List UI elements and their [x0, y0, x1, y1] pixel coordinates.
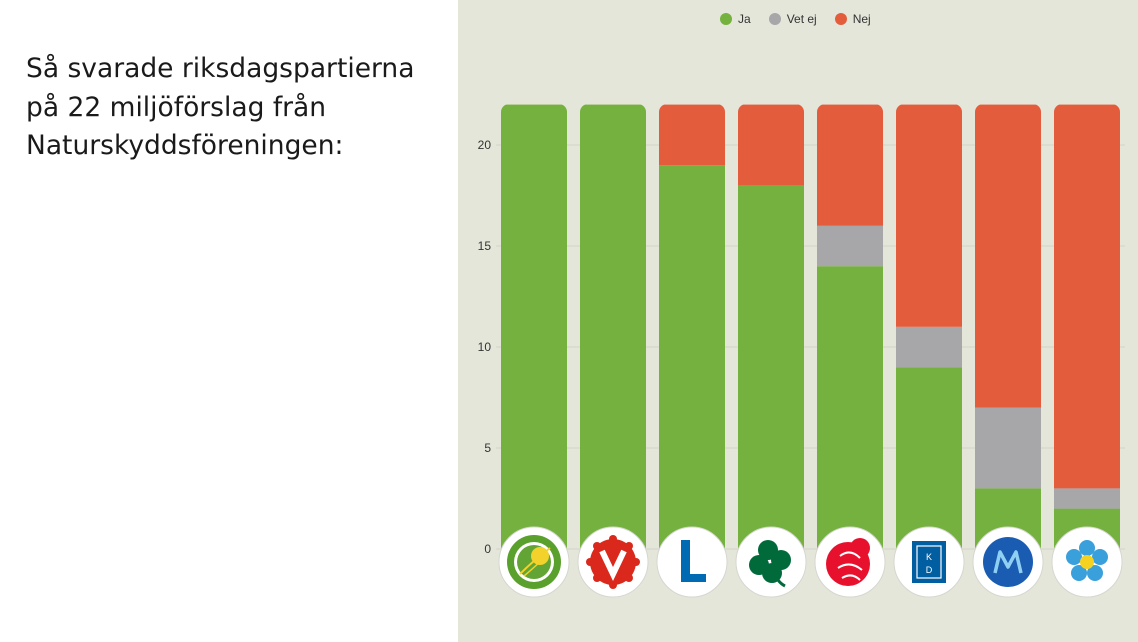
bar-sd-vet-ej	[1054, 488, 1120, 509]
bar-l-nej	[659, 104, 725, 166]
bar-stack-l	[659, 104, 725, 564]
bar-m-vet-ej	[975, 407, 1041, 489]
bar-stack-s	[817, 104, 883, 564]
svg-text:K: K	[926, 552, 932, 562]
legend-item-nej: Nej	[834, 12, 871, 26]
bar-c-ja	[738, 185, 804, 564]
bar-stack-mp	[501, 104, 567, 564]
bar-stack-v	[580, 104, 646, 564]
chart-legend: Ja Vet ej Nej	[720, 10, 871, 28]
bar-stack-c	[738, 104, 804, 564]
y-tick-label-15: 15	[478, 239, 492, 253]
bar-s-vet-ej	[817, 225, 883, 267]
party-logos: K D	[498, 526, 1123, 598]
mp-logo-icon	[498, 526, 570, 598]
c-logo-icon	[735, 526, 807, 598]
legend-swatch-vet-ej	[768, 13, 781, 25]
v-logo-icon	[577, 526, 649, 598]
legend-label-vet-ej: Vet ej	[786, 12, 817, 26]
bar-stack-m	[975, 104, 1041, 564]
bar-v-ja	[580, 104, 646, 564]
m-logo-icon	[972, 526, 1044, 598]
bar-mp-ja	[501, 104, 567, 564]
y-axis-ticks: 0 5 10 15 20	[478, 138, 492, 556]
legend-item-ja: Ja	[720, 12, 751, 26]
s-logo-icon	[814, 526, 886, 598]
y-tick-label-0: 0	[484, 542, 491, 556]
bar-stack-sd	[1054, 104, 1120, 564]
y-tick-label-5: 5	[484, 441, 491, 455]
bar-kd-nej	[896, 104, 962, 327]
svg-text:D: D	[926, 565, 933, 575]
caption-line-3: Naturskyddsföreningen:	[26, 130, 344, 161]
bar-s-nej	[817, 104, 883, 226]
l-logo-icon	[656, 526, 728, 598]
legend-item-vet-ej: Vet ej	[768, 12, 817, 26]
legend-swatch-ja	[720, 13, 732, 25]
y-tick-label-20: 20	[478, 138, 492, 152]
bar-l-ja	[659, 165, 725, 564]
y-tick-label-10: 10	[478, 340, 492, 354]
bar-c-nej	[738, 104, 804, 186]
legend-label-nej: Nej	[852, 12, 871, 26]
bar-kd-vet-ej	[896, 326, 962, 368]
bars	[501, 104, 1120, 564]
caption-line-1: Så svarade riksdagspartierna	[26, 53, 415, 84]
legend-swatch-nej	[834, 13, 847, 25]
caption-line-2: på 22 miljöförslag från	[26, 91, 327, 123]
sd-logo-icon	[1051, 526, 1123, 598]
bar-sd-nej	[1054, 104, 1120, 489]
bar-s-ja	[817, 266, 883, 564]
legend-label-ja: Ja	[738, 12, 751, 26]
bar-m-nej	[975, 104, 1041, 408]
bar-stack-kd	[896, 104, 962, 564]
kd-logo-icon: K D	[893, 526, 965, 598]
caption: Så svarade riksdagspartierna på 22 miljö…	[26, 50, 446, 166]
